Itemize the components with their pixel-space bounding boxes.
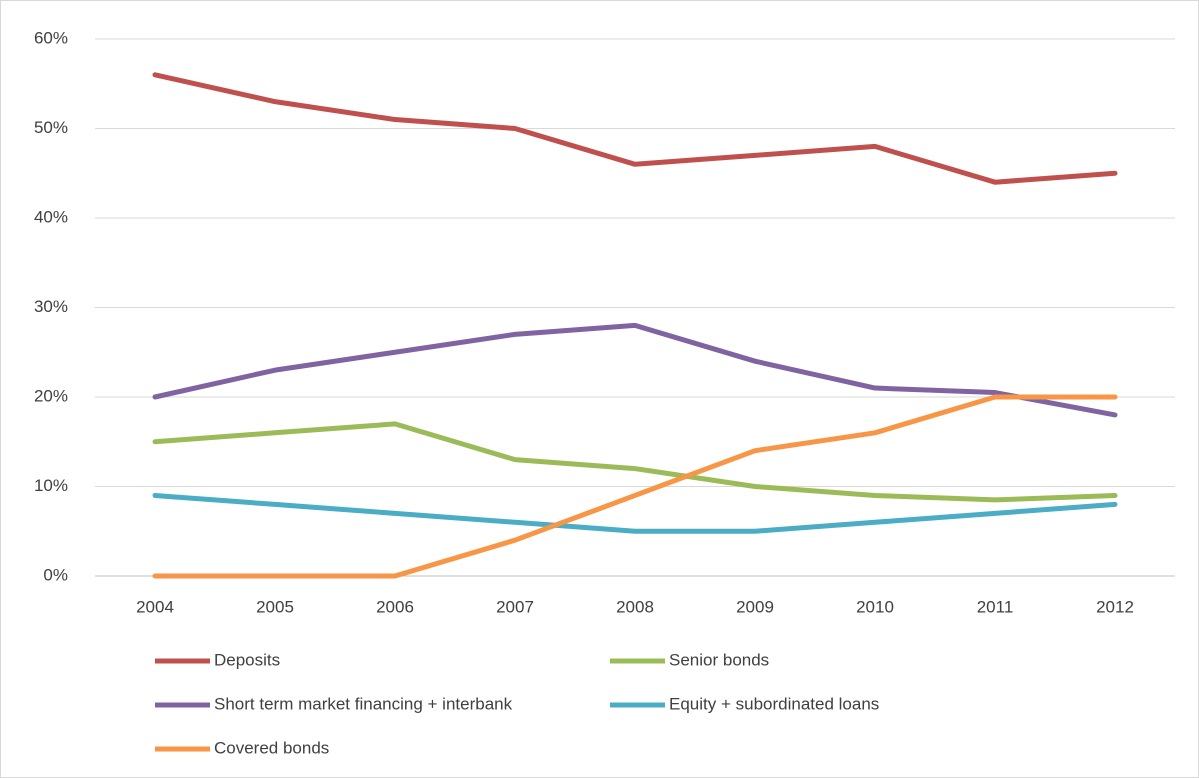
legend-label: Equity + subordinated loans <box>669 694 879 713</box>
series-line <box>152 322 1118 418</box>
x-tick-label: 2009 <box>736 597 774 616</box>
legend-label: Short term market financing + interbank <box>214 694 513 713</box>
x-tick-label: 2005 <box>256 597 294 616</box>
series-line <box>152 492 1118 534</box>
x-tick-label: 2008 <box>616 597 654 616</box>
y-tick-label: 0% <box>43 565 68 584</box>
x-tick-label: 2006 <box>376 597 414 616</box>
series-line <box>152 72 1118 185</box>
legend-label: Covered bonds <box>214 738 329 757</box>
series-line <box>152 421 1118 503</box>
x-tick-label: 2004 <box>136 597 174 616</box>
y-tick-label: 60% <box>34 28 68 47</box>
y-tick-label: 30% <box>34 297 68 316</box>
x-tick-label: 2011 <box>977 597 1014 616</box>
legend-label: Deposits <box>214 650 280 669</box>
x-tick-label: 2007 <box>496 597 534 616</box>
series-line <box>152 394 1118 579</box>
y-tick-label: 20% <box>34 386 68 405</box>
legend-label: Senior bonds <box>669 650 769 669</box>
x-tick-label: 2010 <box>856 597 894 616</box>
y-tick-label: 40% <box>34 207 68 226</box>
y-tick-label: 10% <box>34 476 68 495</box>
x-tick-label: 2012 <box>1096 597 1134 616</box>
y-tick-label: 50% <box>34 118 68 137</box>
